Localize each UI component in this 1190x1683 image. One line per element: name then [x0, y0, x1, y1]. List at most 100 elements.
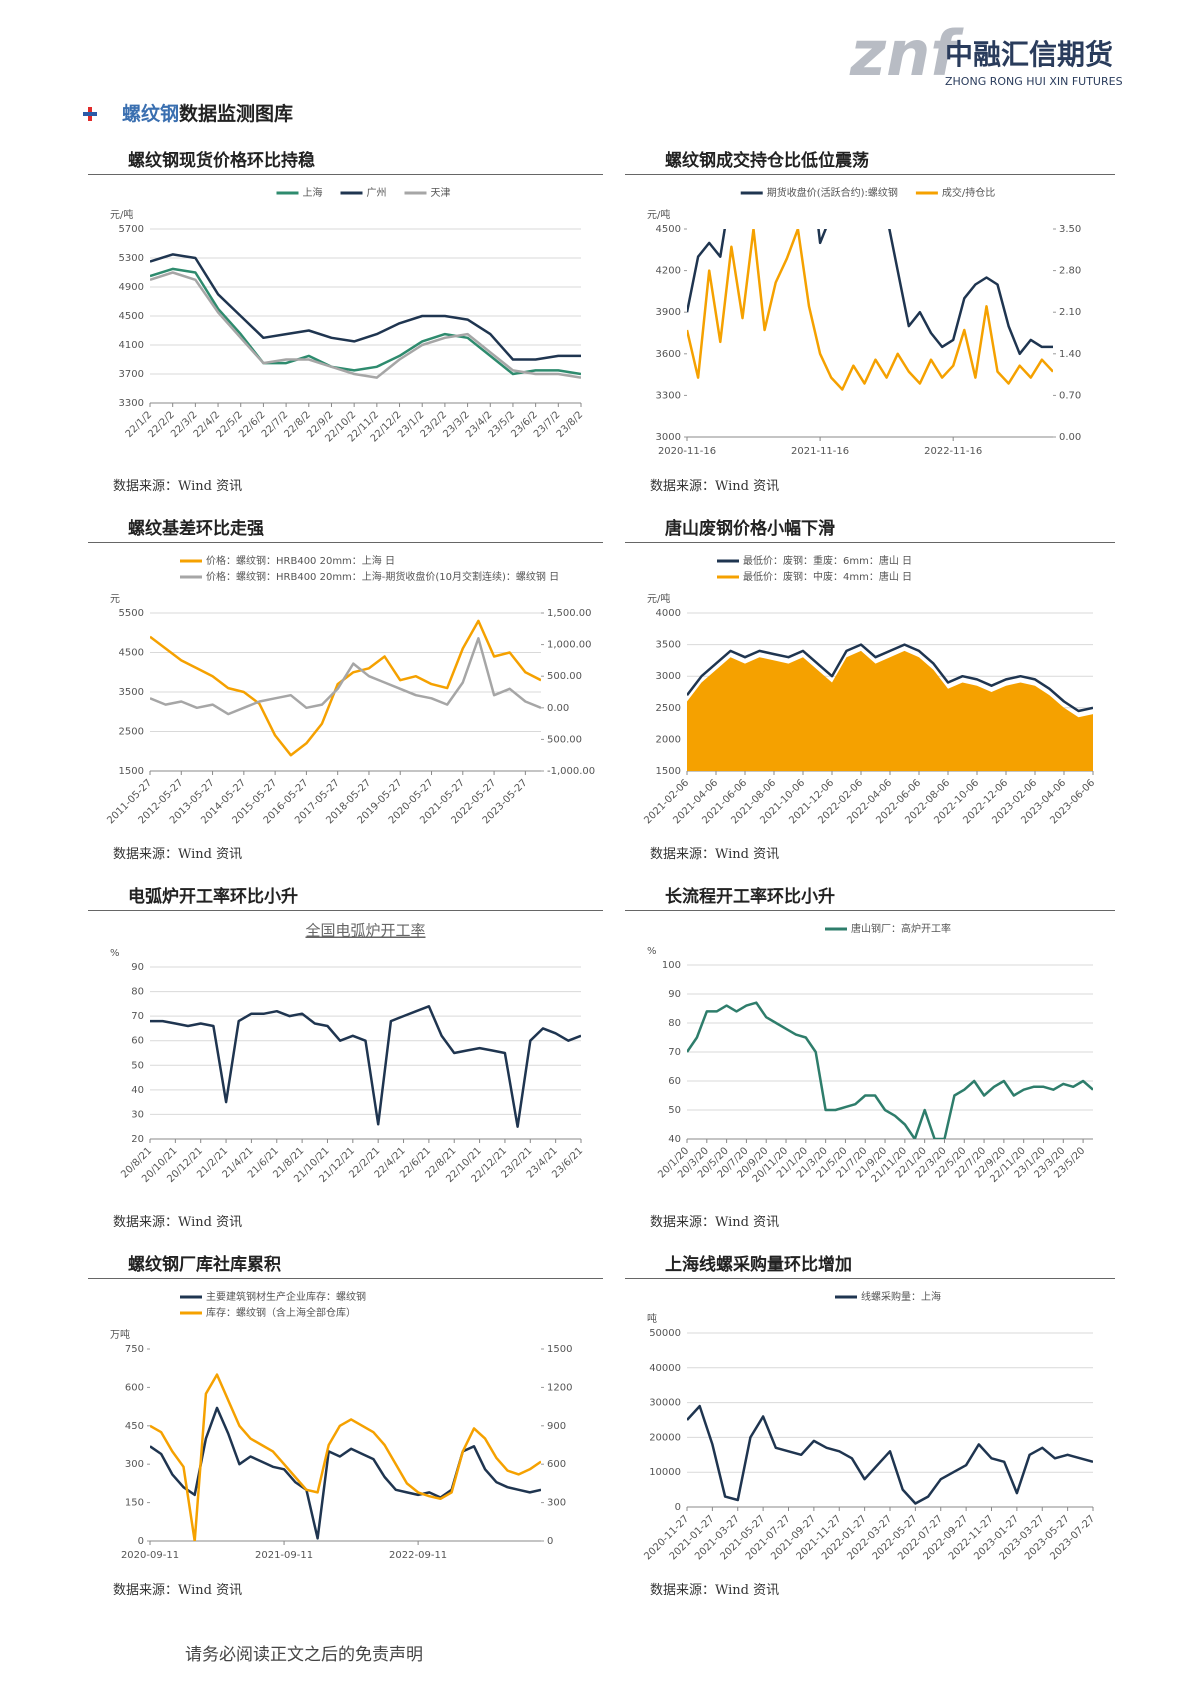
chart: 全国电弧炉开工率%203040506070809020/8/2120/10/21… — [110, 922, 585, 1186]
y-tick-label: 3000 — [656, 671, 681, 682]
legend: 线螺采购量：上海 — [835, 1290, 941, 1303]
y-tick-label: 450 — [125, 1421, 144, 1432]
y-axis-unit: 元 — [110, 594, 120, 605]
chart-subtitle: 全国电弧炉开工率 — [305, 922, 425, 940]
y-tick-label: 300 — [125, 1459, 144, 1470]
y-tick-label: 3600 — [656, 349, 681, 360]
chart: 上海 广州 天津元/吨330037004100450049005300570022/… — [110, 186, 585, 445]
legend-item: 价格：螺纹钢：HRB400 20mm：上海-期货收盘价(10月交割连续)：螺纹钢… — [180, 570, 559, 583]
section-title-rest: 数据监测图库 — [179, 102, 293, 125]
y2-tick-label: 0 — [547, 1536, 553, 1547]
legend-label: 上海 — [303, 186, 323, 199]
chart: 价格：螺纹钢：HRB400 20mm：上海 日价格：螺纹钢：HRB400 20m… — [105, 554, 595, 826]
x-tick-label: 2022-09-11 — [389, 1550, 447, 1561]
legend: 唐山钢厂：高炉开工率 — [825, 922, 951, 935]
y-tick-label: 4500 — [119, 311, 144, 322]
y-tick-label: 50000 — [649, 1328, 681, 1339]
line — [687, 1001, 1093, 1139]
line — [687, 229, 1053, 356]
chart-title: 螺纹钢厂库社库累积 — [88, 1254, 603, 1279]
legend: 期货收盘价(活跃合约):螺纹钢 成交/持仓比 — [740, 186, 995, 199]
y-tick-label: 4900 — [119, 282, 144, 293]
logo: znf — [849, 17, 964, 90]
y-tick-label: 3300 — [119, 398, 144, 409]
legend: 上海 广州 天津 — [276, 186, 451, 199]
source: 数据来源：Wind 资讯 — [650, 847, 780, 862]
y-tick-label: 90 — [668, 989, 681, 1000]
y-tick-label: 70 — [668, 1047, 681, 1058]
y-tick-label: 50 — [668, 1105, 681, 1116]
y-tick-label: 40000 — [649, 1363, 681, 1374]
y-tick-label: 10000 — [649, 1467, 681, 1478]
line — [150, 1373, 541, 1541]
y2-tick-label: 300 — [547, 1498, 566, 1509]
chart-panel: 螺纹基差环比走强 价格：螺纹钢：HRB400 20mm：上海 日价格：螺纹钢：HR… — [88, 518, 603, 862]
icon — [83, 112, 97, 116]
y2-tick-label: 0.00 — [1059, 432, 1081, 443]
y-tick-label: 5300 — [119, 253, 144, 264]
y-tick-label: 40 — [131, 1085, 144, 1096]
y-tick-label: 50 — [131, 1060, 144, 1071]
y-tick-label: 2500 — [119, 727, 144, 738]
legend-item: 主要建筑钢材生产企业库存：螺纹钢 — [180, 1290, 366, 1303]
line — [687, 229, 1053, 391]
y-tick-label: 4500 — [656, 224, 681, 235]
y-tick-label: 20000 — [649, 1432, 681, 1443]
y2-tick-label: 500.00 — [547, 671, 582, 682]
legend-item: 期货收盘价(活跃合约):螺纹钢 — [740, 186, 898, 199]
company-name-en: ZHONG RONG HUI XIN FUTURES — [945, 75, 1123, 88]
line — [150, 267, 581, 376]
y-tick-label: 2500 — [656, 703, 681, 714]
y-tick-label: 3500 — [119, 687, 144, 698]
legend-label: 最低价：废钢：中废：4mm：唐山 日 — [743, 570, 912, 583]
source: 数据来源：Wind 资讯 — [650, 1215, 780, 1230]
legend-item: 上海 — [276, 186, 323, 199]
y2-tick-label: -1,000.00 — [547, 766, 595, 777]
chart-title: 上海线螺采购量环比增加 — [625, 1254, 1115, 1279]
legend-item: 成交/持仓比 — [915, 186, 995, 199]
legend-label: 广州 — [367, 187, 387, 199]
y2-tick-label: 1200 — [547, 1382, 572, 1393]
y2-tick-label: 2.10 — [1059, 307, 1081, 318]
y-tick-label: 60 — [668, 1076, 681, 1087]
y-tick-label: 4200 — [656, 266, 681, 277]
y2-tick-label: 0.00 — [547, 703, 569, 714]
chart-panel: 唐山废钢价格小幅下滑 最低价：废钢：重废：6mm：唐山 日最低价：废钢：中废：4m… — [625, 518, 1115, 862]
section-title: 螺纹钢数据监测图库 — [122, 102, 293, 125]
footer: 请务必阅读正文之后的免责声明 — [185, 1645, 423, 1665]
line — [150, 1406, 541, 1540]
legend-label: 成交/持仓比 — [942, 186, 995, 199]
y-tick-label: 1500 — [656, 766, 681, 777]
y-tick-label: 20 — [131, 1134, 144, 1145]
y-tick-label: 100 — [662, 960, 681, 971]
y-tick-label: 2000 — [656, 734, 681, 745]
legend-item: 唐山钢厂：高炉开工率 — [825, 922, 951, 935]
legend-label: 主要建筑钢材生产企业库存：螺纹钢 — [206, 1290, 366, 1303]
chart-panel: 长流程开工率环比小升 唐山钢厂：高炉开工率% 40 50 60 70 80 90 100 20/1… — [625, 886, 1115, 1230]
y-axis-unit: 元/吨 — [647, 208, 670, 221]
x-tick-label: 2021-11-16 — [791, 446, 849, 457]
y-axis-unit: 万吨 — [110, 1328, 130, 1341]
y-tick-label: 5700 — [119, 224, 144, 235]
y-tick-label: 3900 — [656, 307, 681, 318]
chart-title: 唐山废钢价格小幅下滑 — [625, 518, 1115, 543]
legend-label: 库存：螺纹钢（含上海全部仓库） — [206, 1306, 356, 1319]
legend-item: 线螺采购量：上海 — [835, 1290, 941, 1303]
chart-panel: 电弧炉开工率环比小升 全国电弧炉开工率% 20 30 40 50 60 70 80 90 20/8/… — [88, 886, 603, 1230]
y2-tick-label: 500.00 — [547, 734, 582, 745]
y2-tick-label: 600 — [547, 1459, 566, 1470]
chart-title: 螺纹钢现货价格环比持稳 — [88, 150, 603, 175]
chart-title: 螺纹钢成交持仓比低位震荡 — [625, 150, 1115, 175]
y-tick-label: 3700 — [119, 369, 144, 380]
company-name: 中融汇信期货 — [945, 38, 1113, 71]
y-tick-label: 4100 — [119, 340, 144, 351]
y-axis-unit: % — [110, 948, 120, 959]
source: 数据来源：Wind 资讯 — [113, 479, 243, 494]
x-tick-label: 2020-11-16 — [658, 446, 716, 457]
y-tick-label: 80 — [131, 987, 144, 998]
y-tick-label: 4500 — [119, 648, 144, 659]
